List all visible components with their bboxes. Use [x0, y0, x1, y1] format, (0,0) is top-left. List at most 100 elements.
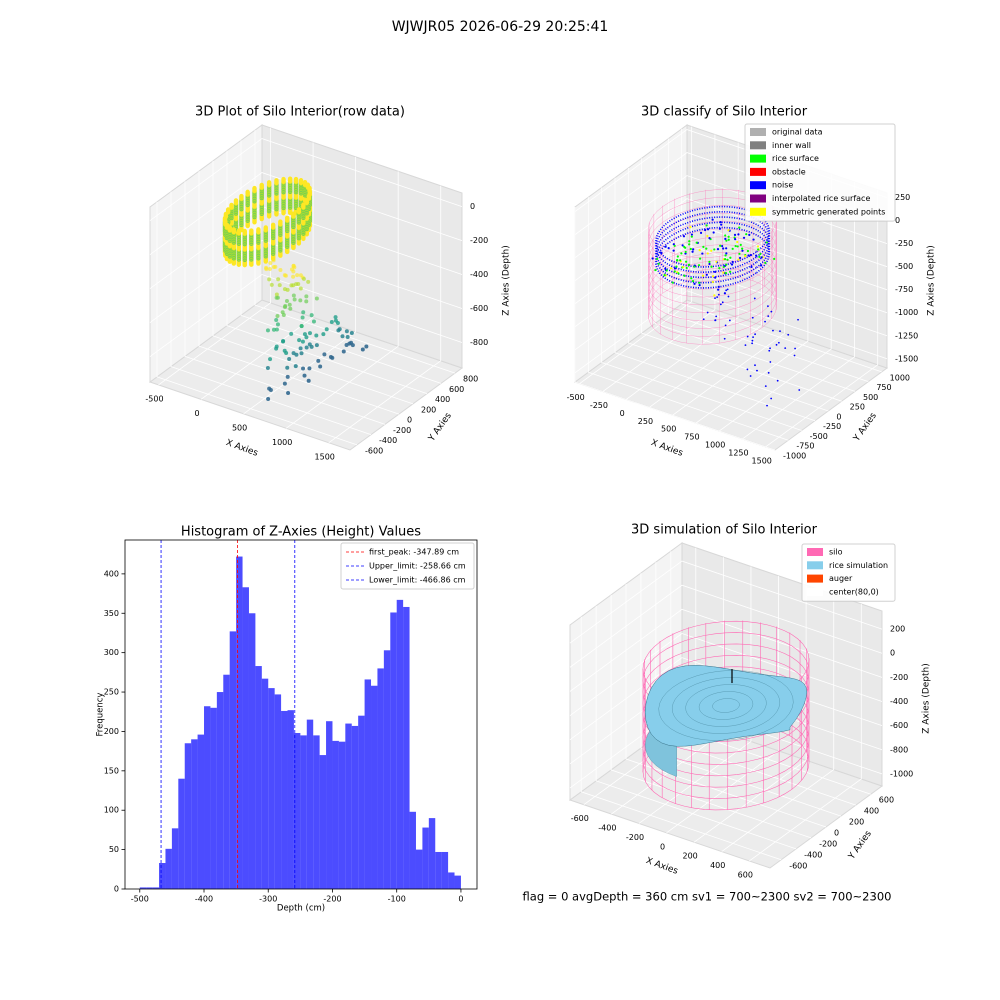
- point: [316, 358, 321, 363]
- grid-line: [569, 608, 883, 692]
- point: [268, 357, 273, 362]
- point: [751, 316, 754, 319]
- y-tick-label: 600: [879, 796, 894, 805]
- point: [767, 315, 770, 318]
- point: [737, 258, 740, 261]
- point: [698, 257, 702, 260]
- bar: [261, 678, 269, 889]
- legend-label: inner wall: [772, 141, 811, 150]
- point: [731, 260, 734, 263]
- point: [768, 349, 771, 352]
- point: [256, 227, 261, 232]
- legend-swatch: [750, 154, 766, 163]
- point: [236, 228, 242, 233]
- chart-title: 3D simulation of Silo Interior: [631, 523, 818, 538]
- point: [286, 391, 291, 396]
- z-axis-label: Z Axies (Depth): [927, 245, 937, 316]
- point: [287, 302, 292, 307]
- point: [651, 257, 654, 260]
- grid-line: [569, 633, 883, 716]
- axes-frame: [124, 539, 478, 890]
- legend-swatch: [807, 587, 823, 596]
- x-tick-label: 600: [738, 870, 753, 879]
- bar: [159, 863, 166, 889]
- point: [726, 288, 729, 291]
- point: [727, 235, 730, 238]
- z-tick-label: -1000: [890, 769, 913, 778]
- y-tick-label: -200: [393, 426, 411, 435]
- noise-ring: [655, 216, 771, 279]
- x-tick-label: -200: [626, 833, 644, 842]
- point: [708, 236, 711, 240]
- point: [301, 366, 306, 371]
- grid-line: [574, 221, 888, 305]
- bar: [454, 875, 461, 889]
- grid-line: [667, 138, 869, 383]
- point: [277, 283, 282, 288]
- bar: [281, 710, 288, 889]
- point: [267, 386, 272, 391]
- grid-line: [149, 138, 463, 221]
- bar: [313, 735, 320, 889]
- point: [730, 263, 734, 266]
- z-tick-label: -750: [895, 285, 913, 294]
- x-tick-label: 250: [638, 417, 653, 426]
- y-tick-label: 400: [864, 807, 879, 816]
- bar: [396, 599, 404, 889]
- z-tick-label: 0: [470, 202, 475, 211]
- x-tick-label: -600: [571, 814, 589, 823]
- bar: [236, 556, 243, 889]
- legend-swatch: [750, 167, 766, 176]
- z-tick-label: -800: [890, 745, 908, 754]
- point: [706, 234, 709, 238]
- point: [328, 354, 333, 359]
- point: [300, 339, 305, 344]
- grid-line: [695, 166, 809, 424]
- y-tick-label: -500: [810, 432, 828, 441]
- point: [724, 234, 727, 237]
- x-tick-label: -400: [195, 895, 213, 904]
- point: [738, 226, 741, 229]
- point: [725, 263, 728, 266]
- point: [723, 257, 727, 261]
- bar: [223, 674, 230, 889]
- point: [663, 273, 666, 277]
- point: [676, 255, 679, 258]
- point: [716, 296, 719, 299]
- point: [724, 271, 728, 275]
- point: [734, 244, 737, 248]
- y-tick-label: 200: [849, 818, 864, 827]
- point: [741, 247, 744, 250]
- point: [239, 193, 244, 199]
- point: [770, 397, 773, 400]
- point: [274, 318, 279, 323]
- point: [705, 273, 708, 276]
- point: [349, 340, 354, 345]
- bar: [326, 721, 333, 889]
- point: [349, 330, 354, 335]
- bar: [383, 650, 391, 889]
- point: [321, 332, 326, 337]
- point: [758, 255, 761, 258]
- point: [683, 274, 686, 277]
- point: [752, 238, 755, 241]
- point: [271, 258, 276, 263]
- point: [749, 253, 752, 257]
- y-tick-label: 400: [104, 569, 119, 578]
- legend-swatch: [807, 548, 823, 556]
- point: [755, 254, 758, 257]
- point: [333, 318, 338, 323]
- point: [724, 237, 727, 240]
- point: [673, 244, 676, 247]
- point: [278, 219, 283, 224]
- grid-line: [614, 177, 816, 422]
- point: [304, 294, 309, 299]
- point: [705, 224, 708, 227]
- bar: [415, 849, 423, 889]
- point: [693, 265, 696, 268]
- point: [291, 274, 296, 279]
- point: [266, 396, 271, 401]
- point: [723, 337, 726, 340]
- x-tick-label: 1000: [272, 438, 292, 447]
- point: [660, 251, 663, 254]
